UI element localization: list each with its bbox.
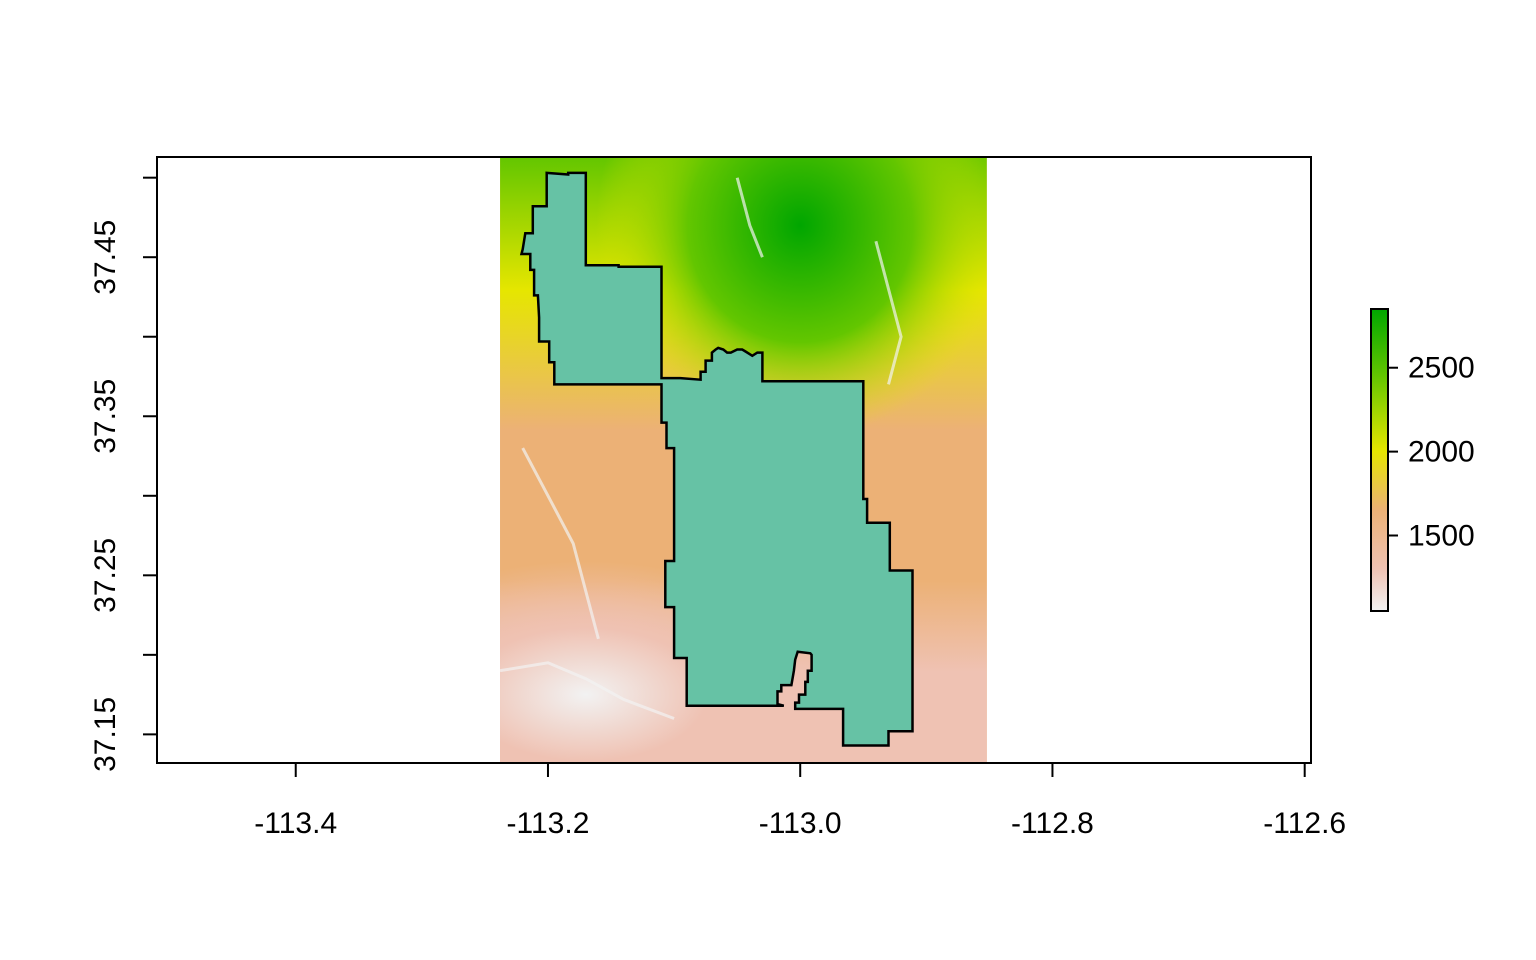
y-tick-label: 37.15 (89, 697, 122, 772)
elevation-legend: 1500 2000 2500 (1370, 308, 1475, 612)
legend-ticks: 1500 2000 2500 (1388, 352, 1475, 553)
legend-color-bar (1370, 308, 1389, 612)
y-axis: 37.15 37.25 37.35 37.45 (89, 176, 158, 772)
y-tick-label: 37.45 (89, 220, 122, 295)
legend-tick-label: 2000 (1408, 436, 1475, 469)
park-boundary-polygon (519, 171, 914, 747)
y-tick-label: 37.35 (89, 379, 122, 454)
legend-tick-label: 2500 (1408, 352, 1475, 385)
raster-highland (595, 157, 987, 438)
raster-drainage-lines (500, 177, 903, 720)
x-tick-label: -113.0 (759, 807, 842, 840)
x-tick-label: -113.4 (254, 807, 337, 840)
x-tick-label: -112.8 (1011, 807, 1094, 840)
plot-area (156, 156, 1312, 764)
y-tick-label: 37.25 (89, 538, 122, 613)
x-tick-label: -113.2 (507, 807, 590, 840)
legend-tick-label: 1500 (1408, 520, 1475, 553)
x-axis: -113.4 -113.2 -113.0 -112.8 -112.6 (254, 762, 1346, 840)
x-tick-label: -112.6 (1263, 807, 1346, 840)
